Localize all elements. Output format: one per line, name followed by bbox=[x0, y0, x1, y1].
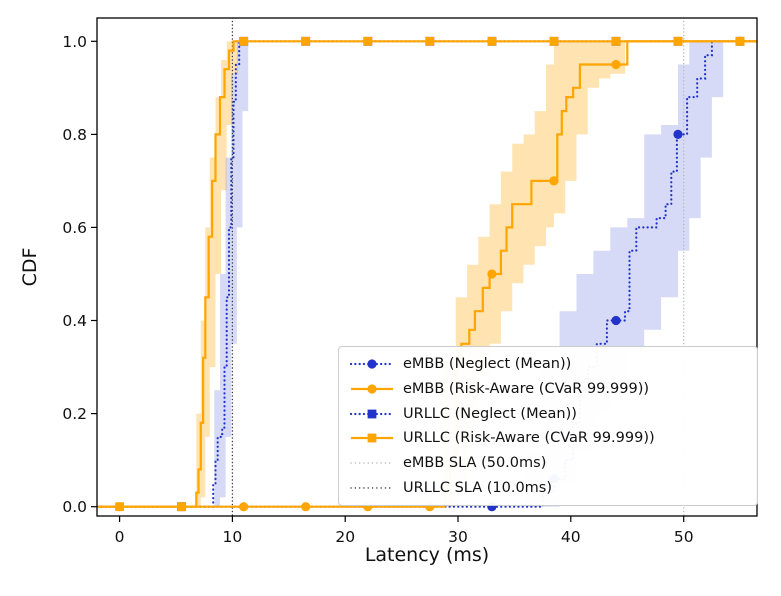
legend: eMBB (Neglect (Mean)) eMBB (Risk-Aware (C… bbox=[338, 346, 758, 506]
legend-swatch-circle bbox=[349, 359, 395, 369]
marker-square bbox=[239, 36, 249, 46]
legend-item-urllc-risk-aware-cvar-99-999: URLLC (Risk-Aware (CVaR 99.999)) bbox=[349, 429, 747, 447]
marker-square bbox=[549, 36, 559, 46]
legend-swatch-line bbox=[350, 486, 394, 489]
y-tick-label: 0.6 bbox=[62, 219, 87, 237]
marker-square bbox=[177, 502, 186, 512]
series-urllc-risk-aware-cvar-99-999 bbox=[97, 36, 757, 512]
confidence-band-urllc-risk-aware-cvar-99-999 bbox=[189, 41, 238, 507]
marker-square bbox=[363, 36, 373, 46]
x-tick-label: 40 bbox=[561, 528, 581, 546]
marker-square bbox=[425, 36, 435, 46]
y-axis-label: CDF bbox=[19, 247, 41, 287]
legend-swatch-circle bbox=[351, 384, 393, 394]
axes-frame bbox=[96, 17, 758, 517]
marker-square bbox=[611, 36, 621, 46]
y-tick-label: 0.8 bbox=[62, 126, 87, 144]
legend-item-embb-sla-50-0ms: eMBB SLA (50.0ms) bbox=[349, 454, 747, 472]
legend-label: eMBB (Neglect (Mean)) bbox=[403, 356, 572, 373]
x-tick-label: 10 bbox=[223, 528, 243, 546]
marker-square bbox=[735, 36, 745, 46]
y-tick-label: 0.4 bbox=[62, 312, 87, 330]
x-tick-label: 30 bbox=[448, 528, 468, 546]
marker-circle bbox=[673, 129, 683, 139]
y-tick-label: 0.2 bbox=[62, 405, 87, 423]
legend-item-urllc-neglect-mean: URLLC (Neglect (Mean)) bbox=[349, 405, 747, 423]
legend-label: eMBB (Risk-Aware (CVaR 99.999)) bbox=[403, 380, 650, 397]
marker-circle bbox=[611, 315, 621, 326]
legend-item-embb-risk-aware-cvar-99-999: eMBB (Risk-Aware (CVaR 99.999)) bbox=[349, 380, 747, 398]
legend-item-embb-neglect-mean: eMBB (Neglect (Mean)) bbox=[349, 355, 747, 373]
y-tick-label: 1.0 bbox=[62, 33, 87, 51]
marker-circle bbox=[549, 176, 559, 186]
x-tick-label: 50 bbox=[674, 528, 694, 546]
marker-circle bbox=[611, 59, 621, 70]
marker-circle bbox=[301, 502, 311, 512]
y-axis-ticks: 0.0 0.2 0.4 0.6 0.8 1.0 bbox=[62, 33, 97, 516]
legend-label: URLLC (Risk-Aware (CVaR 99.999)) bbox=[403, 430, 655, 447]
legend-swatch-square bbox=[349, 409, 395, 419]
marker-square bbox=[487, 36, 497, 46]
y-tick-label: 0.0 bbox=[62, 498, 87, 516]
x-tick-label: 20 bbox=[335, 528, 355, 546]
x-axis-ticks: 0 10 20 30 40 50 bbox=[115, 516, 694, 546]
x-axis-label: Latency (ms) bbox=[364, 544, 490, 566]
legend-swatch-square bbox=[351, 433, 393, 443]
legend-label: URLLC (Neglect (Mean)) bbox=[403, 405, 577, 422]
legend-item-urllc-sla-10-0ms: URLLC SLA (10.0ms) bbox=[349, 479, 747, 497]
x-tick-label: 0 bbox=[115, 528, 125, 546]
marker-circle bbox=[487, 269, 497, 279]
legend-swatch-line bbox=[350, 462, 394, 464]
legend-label: eMBB SLA (50.0ms) bbox=[403, 454, 547, 471]
marker-circle bbox=[239, 502, 249, 512]
legend-label: URLLC SLA (10.0ms) bbox=[403, 479, 553, 496]
marker-square bbox=[673, 36, 683, 46]
marker-square bbox=[301, 36, 311, 46]
marker-square bbox=[115, 502, 124, 512]
